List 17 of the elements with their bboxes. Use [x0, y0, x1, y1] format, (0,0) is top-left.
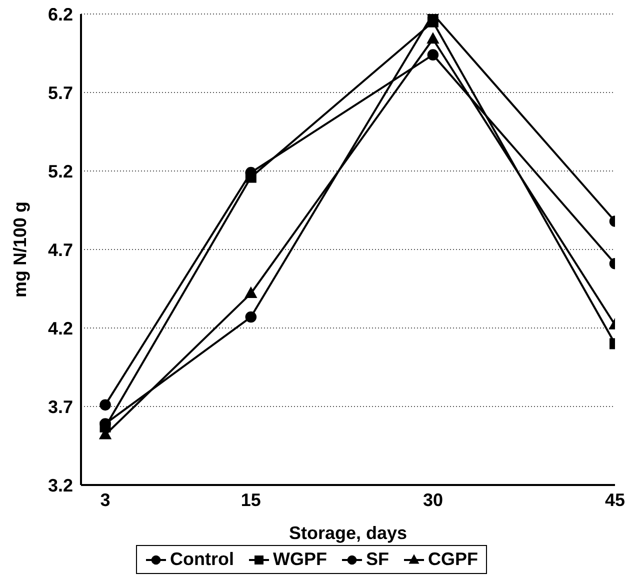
y-axis-title: mg N/100 g [10, 201, 30, 298]
y-tick-label: 4.2 [48, 318, 73, 338]
y-tick-label: 3.2 [48, 475, 73, 496]
y-tick-label: 4.7 [48, 240, 73, 260]
legend-label: CGPF [428, 549, 478, 570]
y-tick-label: 6.2 [48, 4, 73, 24]
y-tick-label: 3.7 [48, 396, 73, 417]
x-axis-title: Storage, days [288, 523, 408, 543]
x-tick-label: 3 [100, 490, 110, 510]
x-tick-label: 15 [240, 490, 261, 510]
x-tick-label: 45 [604, 490, 626, 510]
y-tick-label: 5.2 [48, 161, 73, 182]
y-tick-label: 5.7 [48, 82, 73, 103]
x-tick-label: 30 [422, 490, 443, 510]
legend-label: Control [170, 549, 234, 570]
legend-label: WGPF [272, 549, 327, 570]
legend-label: SF [366, 549, 389, 570]
